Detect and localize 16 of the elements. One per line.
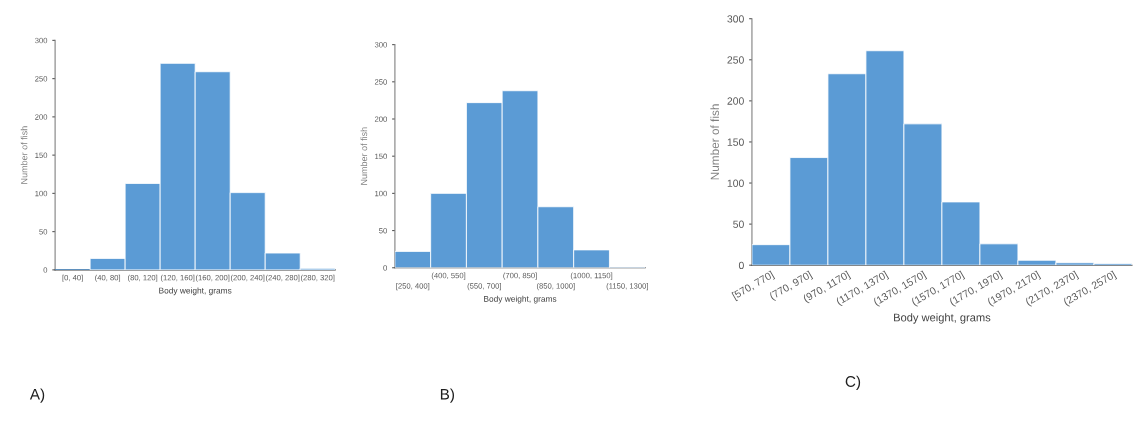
y-tick-label: 100	[727, 179, 744, 187]
text: B)	[440, 388, 455, 403]
text: C)	[845, 375, 861, 390]
y-axis-title: Number of fish	[20, 126, 28, 184]
y-tick-label: 0	[738, 261, 744, 270]
y-tick-label: 50	[733, 220, 744, 228]
y-axis-title: Number of fish	[710, 104, 720, 180]
x-axis-title: Body weight, grams	[894, 313, 991, 324]
y-tick-label: 300	[727, 15, 744, 23]
y-axis-title: Number of fish	[360, 127, 368, 185]
y-tick-label: 150	[727, 138, 744, 146]
x-axis-title: Body weight, grams	[484, 295, 557, 304]
x-axis-title: Body weight, grams	[159, 287, 232, 296]
y-tick-label: 250	[727, 56, 744, 64]
y-tick-label: 200	[727, 97, 744, 105]
text: A)	[29, 388, 45, 403]
